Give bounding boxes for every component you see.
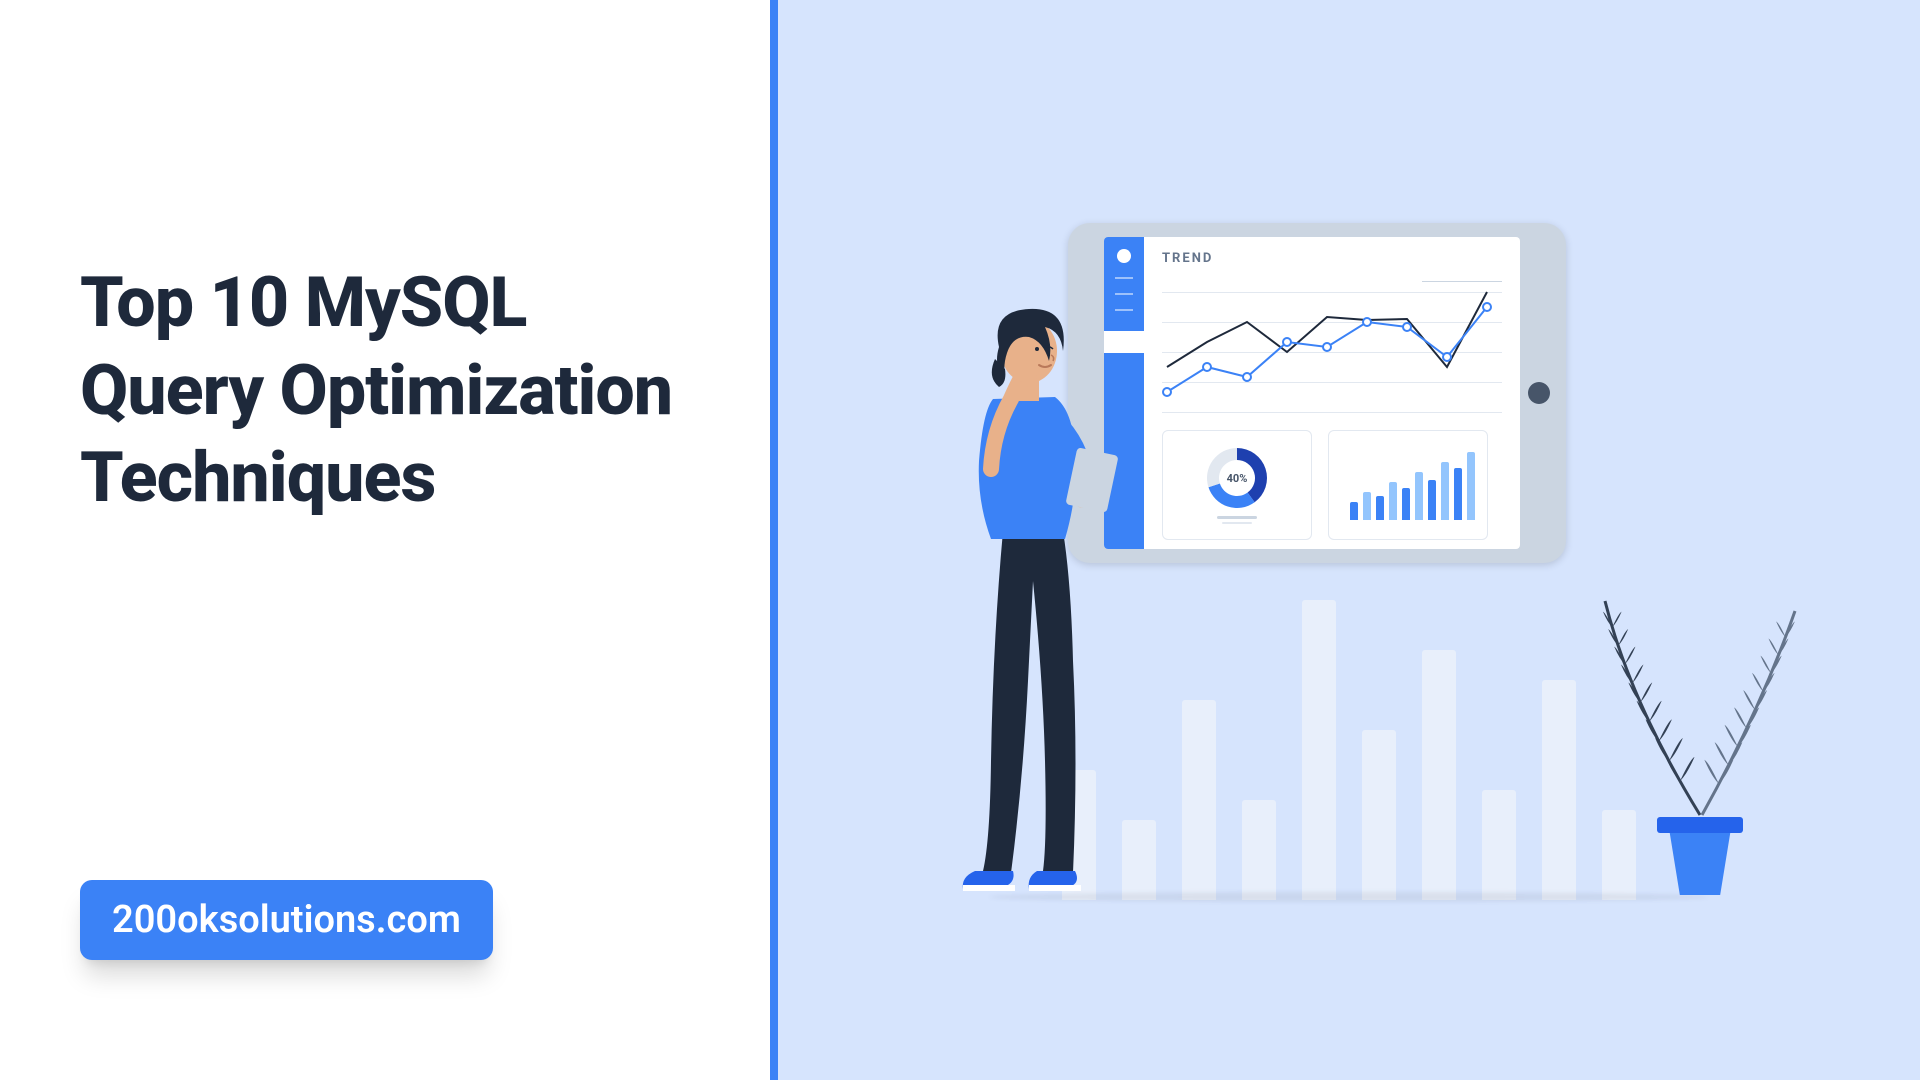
dashboard-main: TREND 40% bbox=[1144, 237, 1520, 549]
sidebar-dot-icon bbox=[1117, 249, 1131, 263]
headline: Top 10 MySQL Query Optimization Techniqu… bbox=[80, 260, 690, 523]
website-badge: 200oksolutions.com bbox=[80, 880, 493, 960]
tablet-device: TREND 40% bbox=[1068, 223, 1566, 563]
trend-line-chart bbox=[1162, 272, 1502, 412]
plant-pot-rim bbox=[1657, 817, 1743, 833]
illustration: TREND 40% bbox=[778, 0, 1920, 1080]
bar-chart-card bbox=[1328, 430, 1488, 540]
vertical-divider bbox=[770, 0, 778, 1080]
cards-row: 40% bbox=[1162, 430, 1502, 540]
donut-chart: 40% bbox=[1205, 446, 1269, 510]
plant-decoration bbox=[1590, 581, 1810, 895]
left-panel: Top 10 MySQL Query Optimization Techniqu… bbox=[0, 0, 770, 1080]
sidebar-line-icon bbox=[1115, 277, 1133, 279]
person-svg bbox=[933, 281, 1133, 891]
plant-leaves bbox=[1590, 581, 1810, 821]
background-bars bbox=[1062, 600, 1636, 900]
tablet-screen: TREND 40% bbox=[1104, 237, 1520, 549]
tablet-home-button bbox=[1528, 382, 1550, 404]
donut-chart-card: 40% bbox=[1162, 430, 1312, 540]
right-panel: TREND 40% bbox=[778, 0, 1920, 1080]
person-illustration bbox=[933, 281, 1133, 895]
donut-caption-line bbox=[1217, 516, 1257, 519]
donut-value-label: 40% bbox=[1227, 472, 1248, 485]
donut-caption-line bbox=[1222, 522, 1252, 524]
trend-chart-title: TREND bbox=[1162, 251, 1502, 266]
plant-pot bbox=[1664, 833, 1736, 895]
mini-bar-chart bbox=[1350, 450, 1475, 520]
